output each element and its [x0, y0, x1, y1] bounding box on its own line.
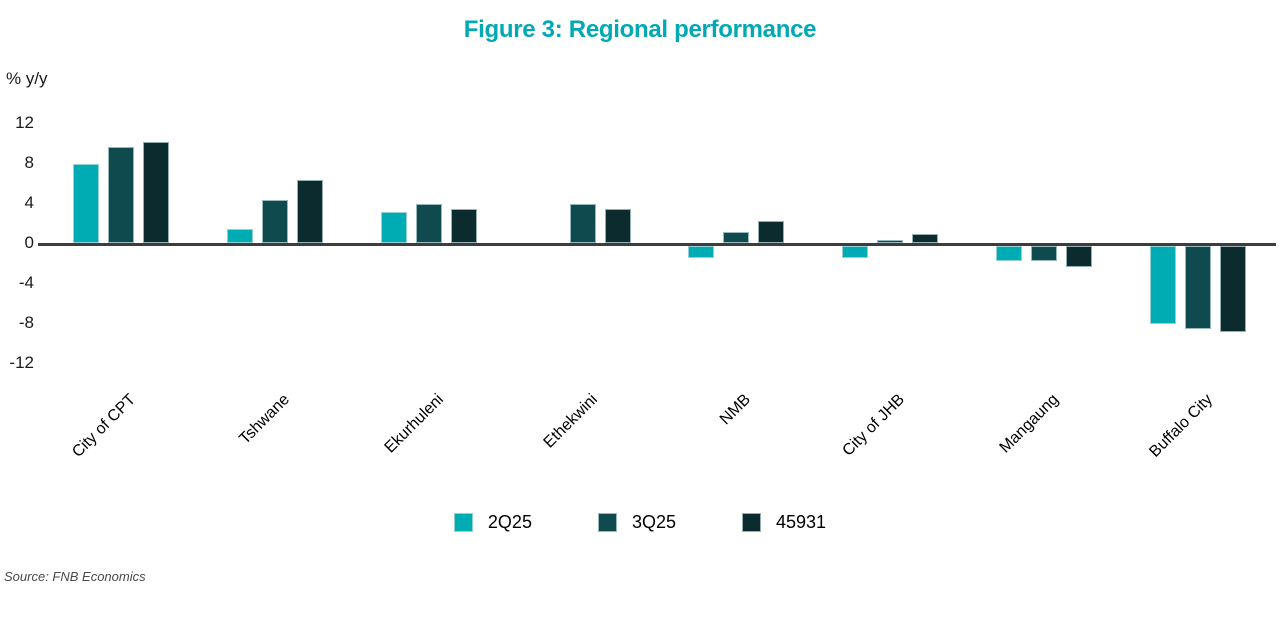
- y-axis-unit-label: % y/y: [6, 69, 48, 88]
- legend-item: 3Q25: [597, 512, 677, 533]
- bar-45931-buffalo-city: [1220, 246, 1246, 332]
- bar-45931-nmb: [758, 221, 784, 243]
- bar-2q25-tshwane: [227, 229, 253, 243]
- x-axis-label: Ethekwini: [540, 391, 602, 452]
- bar-3q25-mangaung: [1031, 246, 1057, 261]
- bar-2q25-nmb: [688, 246, 714, 258]
- figure-title: Figure 3: Regional performance: [463, 16, 817, 43]
- bar-3q25-city-of-jhb: [877, 240, 903, 243]
- x-axis-label: Tshwane: [236, 391, 294, 448]
- y-tick-label: -12: [9, 352, 34, 372]
- y-tick-label: -8: [18, 312, 34, 332]
- x-axis-line: [38, 243, 1276, 246]
- bar-3q25-ethekwini: [570, 204, 596, 243]
- y-tick-label: 8: [24, 152, 34, 172]
- bar-45931-ethekwini: [605, 209, 631, 243]
- legend-item: 2Q25: [453, 512, 532, 533]
- legend: 2Q25 3Q25 45931: [0, 512, 1280, 533]
- bar-45931-city-of-jhb: [912, 234, 938, 243]
- bar-45931-city-of-cpt: [143, 142, 169, 243]
- bar-45931-ekurhuleni: [451, 209, 477, 243]
- x-axis-label: Buffalo City: [1146, 391, 1217, 461]
- legend-label: 3Q25: [631, 512, 677, 532]
- source-note: Source: FNB Economics: [4, 569, 146, 584]
- bar-2q25-city-of-cpt: [73, 164, 99, 243]
- bar-3q25-tshwane: [262, 200, 288, 243]
- x-axis-label: Ekurhuleni: [381, 391, 448, 457]
- y-tick-label: -4: [18, 272, 34, 292]
- x-axis-label: Mangaung: [996, 391, 1063, 457]
- x-axis-label: City of JHB: [839, 391, 909, 460]
- bar-3q25-city-of-cpt: [108, 147, 134, 243]
- bar-45931-tshwane: [297, 180, 323, 243]
- legend-swatch: [453, 513, 473, 532]
- x-axis-label: City of CPT: [69, 391, 140, 461]
- legend-label: 45931: [776, 512, 827, 532]
- bar-3q25-buffalo-city: [1185, 246, 1211, 329]
- bar-2q25-ekurhuleni: [381, 212, 407, 243]
- bar-2q25-buffalo-city: [1150, 246, 1176, 324]
- bar-3q25-nmb: [723, 232, 749, 243]
- y-tick-label: 12: [15, 112, 34, 132]
- legend-label: 2Q25: [487, 512, 532, 532]
- y-tick-label: 0: [24, 232, 34, 252]
- x-axis-label: NMB: [716, 391, 755, 429]
- bar-2q25-city-of-jhb: [842, 246, 868, 258]
- bar-3q25-ekurhuleni: [416, 204, 442, 243]
- y-tick-label: 4: [24, 192, 34, 212]
- bar-2q25-mangaung: [996, 246, 1022, 261]
- bar-45931-mangaung: [1066, 246, 1092, 267]
- legend-item: 45931: [742, 512, 826, 533]
- legend-swatch: [597, 513, 617, 532]
- legend-swatch: [742, 513, 762, 532]
